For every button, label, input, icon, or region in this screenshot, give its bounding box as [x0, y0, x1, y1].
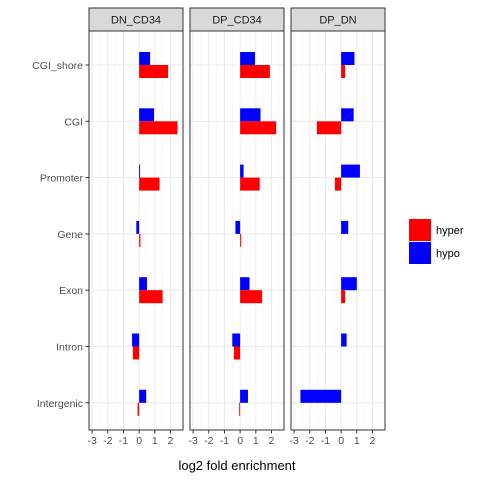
legend-label-hyper: hyper: [436, 225, 464, 237]
bar-hypo-gene: [341, 220, 349, 234]
bar-hypo-intergenic: [300, 389, 342, 403]
legend: hyper hypo: [409, 219, 464, 264]
bar-hypo-cgi: [240, 108, 261, 122]
facet-panel-dp-dn: DP_DN -3 -2 -1 0 1 2: [289, 7, 386, 447]
x-tick-label: 2: [370, 435, 376, 447]
bar-hyper-gene: [240, 233, 242, 247]
x-tick-label: 1: [152, 435, 158, 447]
bar-hyper-cgi: [240, 121, 277, 135]
category-label-gene: Gene: [57, 229, 83, 241]
bar-hyper-promoter: [334, 177, 342, 191]
x-tick-label: -2: [103, 435, 112, 447]
x-tick-label: 0: [136, 435, 142, 447]
x-tick-label: 0: [338, 435, 344, 447]
category-label-intergenic: Intergenic: [37, 398, 83, 410]
x-tick-label: 0: [237, 435, 243, 447]
x-tick-label: -3: [289, 435, 298, 447]
facet-panel-dn-cd34: DN_CD34 -3 -2 -1 0 1 2: [87, 7, 184, 447]
bar-hyper-cgi: [316, 121, 342, 135]
x-tick-label: -2: [305, 435, 314, 447]
bar-hypo-promoter: [341, 164, 360, 178]
x-tick-label: -3: [188, 435, 197, 447]
bar-hyper-intergenic: [239, 402, 241, 416]
bar-hyper-cgi: [139, 121, 178, 135]
bar-hypo-intron: [232, 333, 241, 347]
bar-hyper-cgi-shore: [240, 65, 270, 78]
x-tick-label: 2: [168, 435, 174, 447]
bar-hyper-promoter: [139, 177, 160, 191]
facet-title: DN_CD34: [111, 15, 161, 27]
bar-hypo-cgi: [341, 108, 354, 122]
legend-key-hypo: [409, 242, 431, 264]
bar-hypo-intron: [132, 333, 140, 347]
bar-hyper-intron: [233, 346, 241, 360]
category-label-cgi: CGI: [64, 116, 83, 128]
facet-panel-dp-cd34: DP_CD34 -3 -2 -1 0 1 2: [188, 7, 285, 447]
bar-hyper-exon: [240, 290, 263, 304]
x-tick-label: -1: [321, 435, 330, 447]
bar-hyper-intergenic: [137, 402, 140, 416]
bar-hypo-cgi-shore: [341, 52, 355, 65]
panel-background: [89, 31, 183, 430]
facet-title: DP_CD34: [212, 15, 262, 27]
x-tick-label: 1: [354, 435, 360, 447]
bar-hyper-gene: [139, 233, 141, 247]
facet-title: DP_DN: [319, 15, 356, 27]
category-label-exon: Exon: [59, 285, 83, 297]
legend-key-hyper: [409, 219, 431, 241]
bar-hypo-promoter: [139, 164, 141, 178]
bar-hyper-exon: [341, 290, 346, 304]
bar-hypo-intron: [341, 333, 347, 347]
category-label-cgi-shore: CGI_shore: [32, 60, 83, 72]
bar-hypo-exon: [341, 277, 357, 291]
bar-hyper-promoter: [240, 177, 260, 191]
x-tick-label: 1: [253, 435, 259, 447]
bar-hypo-exon: [139, 277, 147, 291]
bar-hypo-exon: [240, 277, 250, 291]
category-labels: CGI_shore CGI Promoter Gene Exon Intron Interg…: [32, 60, 89, 410]
category-label-intron: Intron: [56, 342, 83, 354]
bar-hypo-gene: [136, 220, 140, 234]
x-tick-label: -1: [220, 435, 229, 447]
bar-hypo-gene: [235, 220, 241, 234]
panel-border: [189, 30, 285, 431]
facet-panels: DN_CD34-3 -2 -1 0 1 2DP_CD34-3 -2 -1 0 1 2DP_DN-3-…: [87, 7, 386, 447]
bar-hypo-cgi-shore: [139, 52, 151, 65]
bar-hyper-intron: [132, 346, 140, 360]
x-tick-label: -3: [87, 435, 96, 447]
x-tick-label: -1: [119, 435, 128, 447]
bar-hypo-intergenic: [240, 389, 248, 403]
legend-label-hypo: hypo: [436, 248, 460, 260]
bar-hypo-cgi-shore: [240, 52, 256, 65]
category-label-promoter: Promoter: [40, 173, 84, 185]
panel-border: [88, 30, 184, 431]
bar-hypo-cgi: [139, 108, 155, 122]
x-tick-label: 2: [269, 435, 275, 447]
bar-hypo-intergenic: [139, 389, 147, 403]
x-tick-label: -2: [204, 435, 213, 447]
panel-border: [290, 30, 386, 431]
bar-hypo-promoter: [240, 164, 244, 178]
panel-background: [291, 31, 385, 430]
x-axis-title: log2 fold enrichment: [178, 458, 295, 473]
bar-hyper-cgi-shore: [139, 65, 169, 78]
bar-hyper-cgi-shore: [341, 65, 346, 78]
bar-hyper-exon: [139, 290, 163, 304]
